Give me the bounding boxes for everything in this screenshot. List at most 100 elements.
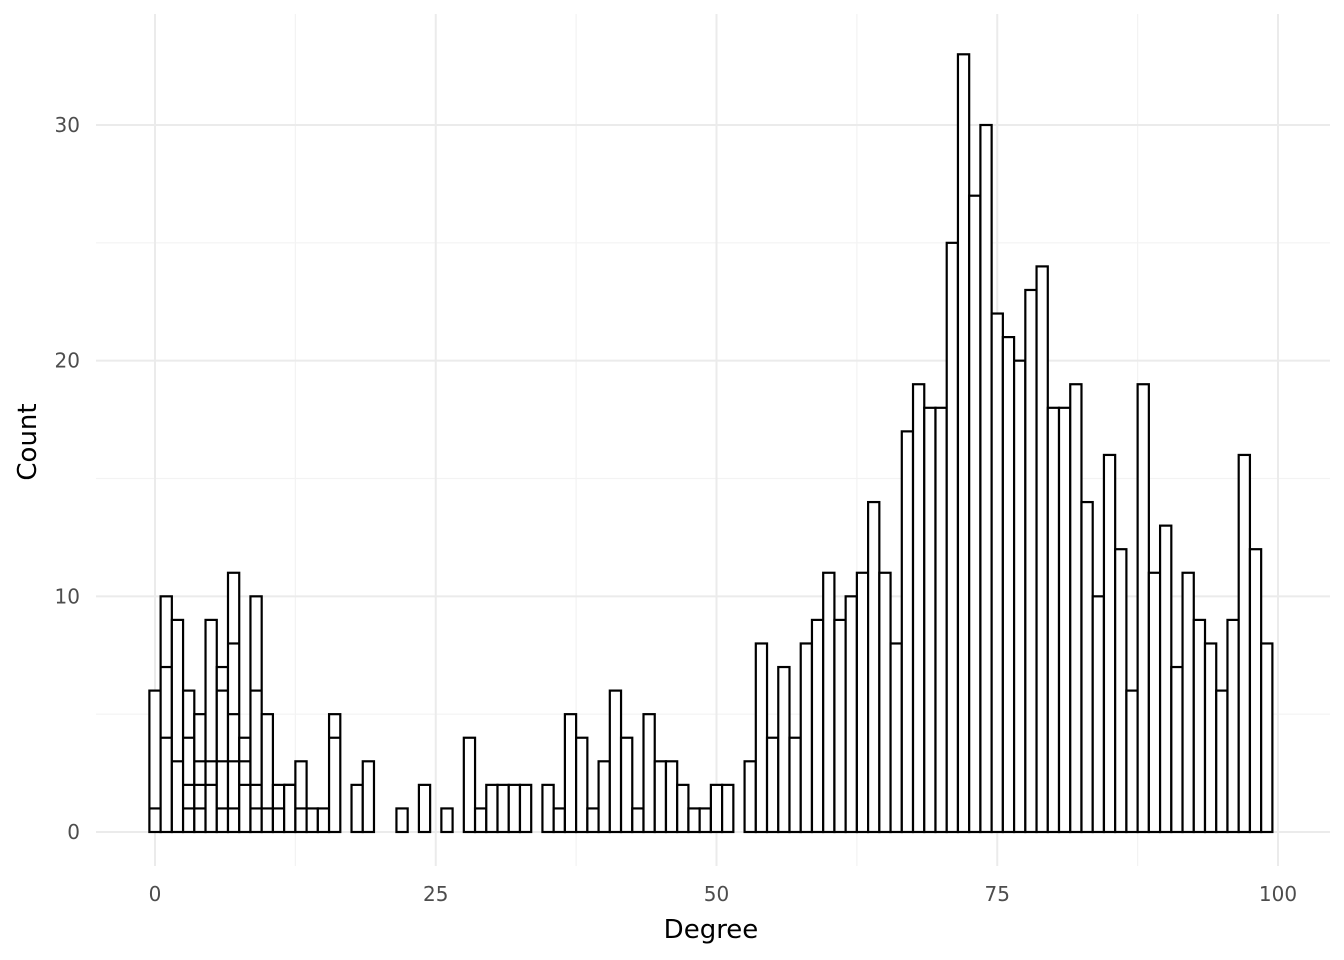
histogram-bar [473,807,488,834]
histogram-bar [1057,406,1072,834]
histogram-bar [743,760,757,834]
histogram-bars [148,53,1274,834]
histogram-bar [170,618,185,834]
histogram-bar [608,689,623,834]
histogram-bar [822,571,836,834]
histogram-bar [1080,500,1094,834]
histogram-bar [900,430,915,834]
x-tick-label: 75 [985,882,1010,906]
histogram-bar [283,783,297,834]
histogram-bar [316,807,331,834]
histogram-bar [765,736,780,834]
histogram-bar [777,665,791,834]
histogram-bar [1158,524,1173,834]
histogram-inner-steps [149,642,341,810]
histogram-bar [327,713,342,834]
histogram-bar [709,783,724,834]
histogram-bar [1024,288,1038,834]
histogram-bar [395,807,409,834]
histogram-bar [855,571,870,834]
histogram-bar [597,760,611,834]
histogram-bar [788,736,802,834]
histogram-bar [1181,571,1195,834]
histogram-bar [552,807,566,834]
histogram-bar [844,595,858,834]
histogram-bar [249,595,263,834]
histogram-bar [462,736,477,834]
histogram-bar [676,783,690,834]
histogram-bar [1248,548,1263,834]
histogram-bar [1215,689,1229,834]
histogram-bar [1001,336,1016,834]
histogram-bar [1203,642,1218,834]
histogram-bar [1125,689,1139,834]
histogram-bar [1237,453,1252,834]
histogram-bar [1147,571,1162,834]
histogram-bar [721,783,735,834]
histogram-bar [361,760,376,834]
histogram-bar [653,760,668,834]
histogram-bar [563,713,578,834]
histogram-bar [215,665,230,834]
histogram-bar [754,642,769,834]
histogram-bar [867,500,881,834]
histogram-bar [1069,383,1083,834]
histogram-bar [1035,265,1049,834]
y-tick-label: 30 [55,113,80,137]
histogram-bar [485,783,499,834]
histogram-bar [833,618,847,834]
histogram-bar [350,783,364,834]
x-axis-ticks: 0 25 50 75 100 [149,882,1297,906]
x-axis-title: Degree [664,915,759,945]
histogram-bar [181,689,196,834]
histogram-bar [934,406,948,834]
histogram-bar [541,783,555,834]
histogram-bar [687,807,701,834]
histogram-bar [664,760,679,834]
histogram-bar [945,241,960,834]
x-tick-label: 25 [423,882,448,906]
histogram-bar [148,689,162,834]
histogram-bar [698,807,712,834]
histogram-bar [575,736,589,834]
histogram-bar [440,807,454,834]
x-tick-label: 50 [704,882,729,906]
histogram-bar [260,713,275,834]
y-tick-label: 10 [55,584,80,608]
histogram-bar [1170,665,1184,834]
histogram-bar [968,194,982,834]
x-tick-label: 0 [149,882,162,906]
histogram-bar [1114,548,1128,834]
histogram-bar [305,807,319,834]
histogram-bar [586,807,600,834]
histogram-bar [1136,383,1150,834]
histogram-bar [518,783,533,834]
histogram-bar [159,595,173,834]
histogram-bar [642,713,656,834]
y-tick-label: 20 [55,349,80,373]
histogram-bar [1046,406,1061,834]
histogram-bar [417,783,432,834]
histogram-bar [226,571,241,834]
histogram-bar [799,642,814,834]
histogram-bar [889,642,903,834]
histogram-bar [878,571,892,834]
histogram-bar [1091,595,1106,834]
histogram-bar [193,713,207,834]
histogram-bar [990,312,1004,834]
histogram-bar [979,123,993,834]
histogram-bar [507,783,522,834]
histogram-bar [204,618,218,834]
histogram-bar [911,383,926,834]
y-tick-label: 0 [67,820,80,844]
histogram-bar [619,736,634,834]
y-axis-title: Count [13,403,43,480]
histogram-bar [1192,618,1207,834]
histogram-bar [1226,618,1240,834]
histogram-bar [496,783,510,834]
histogram-bar [923,406,937,834]
y-axis-ticks: 0 10 20 30 [55,113,80,844]
histogram-bar [810,618,825,834]
histogram-bar [631,807,645,834]
